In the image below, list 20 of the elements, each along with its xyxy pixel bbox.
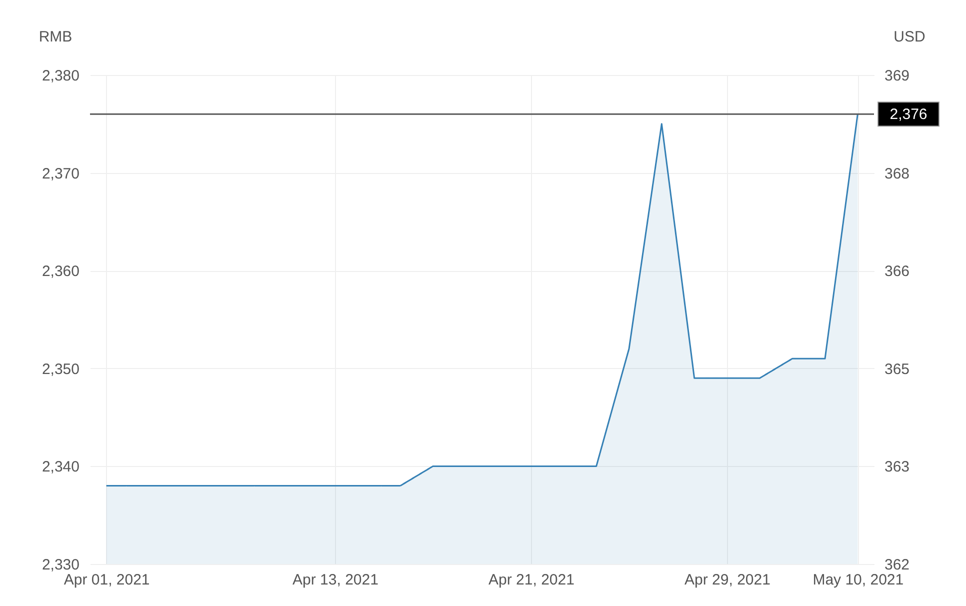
y-tick-label: 2,360 bbox=[42, 263, 80, 280]
y-tick-label: 2,340 bbox=[42, 458, 80, 476]
y2-axis-title: USD bbox=[894, 28, 926, 46]
y-tick-label: 2,380 bbox=[42, 68, 80, 84]
x-tick-label: Apr 29, 2021 bbox=[684, 572, 770, 588]
y-tick-label: 2,370 bbox=[42, 165, 80, 182]
x-tick-label: Apr 01, 2021 bbox=[64, 572, 150, 588]
y2-tick-label: 368 bbox=[884, 165, 910, 182]
y-axis-title: RMB bbox=[38, 28, 72, 46]
x-tick-label: Apr 13, 2021 bbox=[292, 572, 378, 588]
y2-tick-label: 363 bbox=[884, 458, 910, 476]
ref-line-label: 2,376 bbox=[890, 106, 928, 124]
y2-tick-label: 369 bbox=[884, 68, 910, 84]
x-tick-label: Apr 21, 2021 bbox=[488, 572, 574, 588]
y2-tick-label: 362 bbox=[884, 556, 910, 574]
y-tick-label: 2,350 bbox=[42, 360, 80, 378]
y2-tick-label: 365 bbox=[884, 360, 910, 378]
x-tick-label: May 10, 2021 bbox=[812, 572, 904, 588]
y2-tick-label: 366 bbox=[884, 263, 910, 280]
y-tick-label: 2,330 bbox=[42, 556, 80, 574]
